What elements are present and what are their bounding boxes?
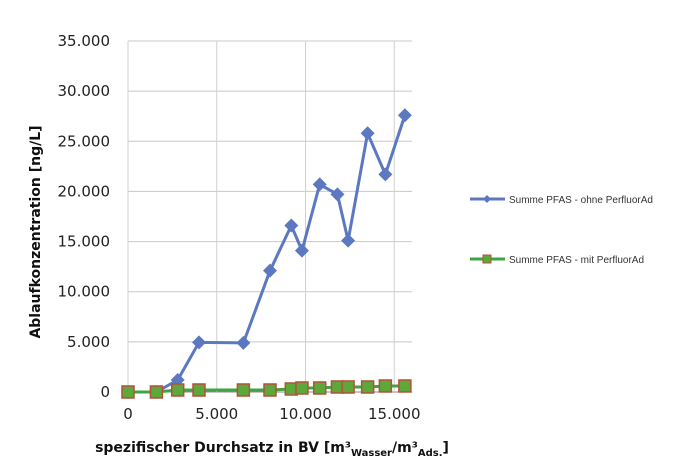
data-point [330,187,345,202]
x-tick-label: 5.000 [195,405,238,423]
x-tick-label: 15.000 [368,405,421,423]
data-point [312,177,327,192]
legend-entry: Summe PFAS - ohne PerfluorAd [470,195,653,206]
y-tick-label: 30.000 [58,82,111,100]
data-point [378,167,393,182]
y-tick-label: 0 [100,383,110,401]
legend-label: Summe PFAS - ohne PerfluorAd [509,195,653,206]
y-axis-title: Ablaufkonzentration [ng/L] [28,125,44,338]
series-2 [121,379,412,399]
data-point [192,335,206,350]
data-point [121,385,135,399]
data-point [378,379,393,393]
y-tick-label: 25.000 [58,132,111,150]
x-axis-title: spezifischer Durchsatz in BV [m³Wasser/m… [95,440,449,459]
data-point [263,263,277,278]
legend-label: Summe PFAS - mit PerfluorAd [509,255,644,266]
y-tick-label: 20.000 [58,182,111,200]
legend-marker [482,254,492,264]
data-point [312,381,327,395]
data-point [192,383,206,397]
data-point [295,381,309,395]
legend-marker [483,195,491,203]
data-point [398,379,412,393]
x-tick-label: 10.000 [279,405,332,423]
tick-labels: 0 5.000 10.000 15.000 20.000 25.000 30.000 35.0… [58,32,421,423]
y-tick-label: 5.000 [67,333,110,351]
data-point [236,335,251,350]
data-point [236,383,251,397]
series-layer [121,108,412,399]
series-1 [121,108,412,399]
data-point [263,383,277,397]
data-point [294,243,309,258]
data-point [341,233,356,248]
series-line [128,114,407,394]
x-tick-label: 0 [123,405,133,423]
legend-entry: Summe PFAS - mit PerfluorAd [470,254,644,266]
data-point [149,385,164,399]
grid-lines [127,40,412,393]
data-point [341,380,355,394]
y-tick-label: 10.000 [58,283,111,301]
y-tick-label: 35.000 [58,32,111,50]
data-point [284,218,299,233]
data-point [360,126,375,141]
y-tick-label: 15.000 [58,233,111,251]
data-point [397,108,412,123]
legend: Summe PFAS - ohne PerfluorAd Summe PFAS -… [470,195,653,266]
data-point [360,380,375,394]
data-point [170,383,185,397]
